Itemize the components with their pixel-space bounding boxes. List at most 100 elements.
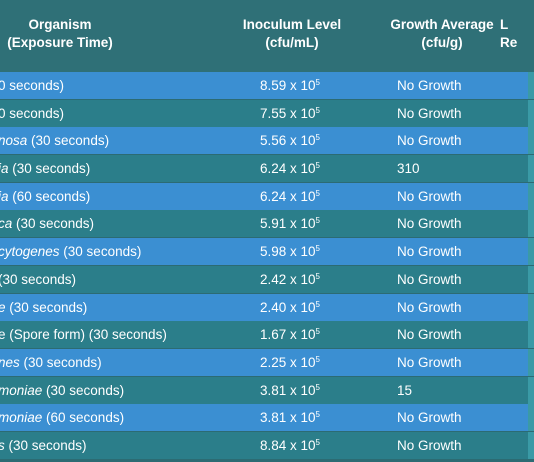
organism-cell: s (30 seconds) bbox=[0, 432, 87, 459]
table-row: ia (30 seconds) 6.24 x 105 310 bbox=[0, 155, 534, 183]
log-reduction-cell bbox=[528, 210, 534, 238]
organism-exposure-text: (30 seconds) bbox=[42, 382, 125, 398]
organism-italic-text: moniae bbox=[0, 382, 43, 398]
organism-cell: e (Spore form) (30 seconds) bbox=[0, 321, 167, 348]
inoculum-exponent: 5 bbox=[315, 244, 320, 254]
organism-italic-text: nes bbox=[0, 354, 20, 370]
header-organism: Organism (Exposure Time) bbox=[7, 17, 113, 50]
log-reduction-cell bbox=[528, 72, 534, 99]
organism-exposure-text: (60 seconds) bbox=[42, 410, 125, 426]
inoculum-exponent: 5 bbox=[315, 327, 320, 337]
inoculum-cell: 7.55 x 105 bbox=[260, 100, 320, 127]
organism-exposure-text: (30 seconds) bbox=[19, 354, 102, 370]
inoculum-base: 8.84 x 10 bbox=[260, 437, 316, 453]
inoculum-cell: 2.42 x 105 bbox=[260, 266, 320, 293]
organism-italic-text: cytogenes bbox=[0, 244, 60, 260]
inoculum-base: 5.56 x 10 bbox=[260, 133, 316, 149]
organism-cell: nosa (30 seconds) bbox=[0, 127, 109, 154]
log-reduction-cell bbox=[528, 348, 534, 376]
inoculum-cell: 3.81 x 105 bbox=[260, 404, 320, 431]
inoculum-exponent: 5 bbox=[315, 410, 320, 420]
organism-exposure-text: (30 seconds) bbox=[0, 271, 77, 287]
growth-cell: No Growth bbox=[397, 244, 462, 260]
organism-italic-text: e bbox=[0, 300, 6, 315]
inoculum-cell: 5.56 x 105 bbox=[260, 127, 320, 154]
organism-exposure-text: (30 seconds) bbox=[8, 161, 91, 177]
growth-cell: No Growth bbox=[397, 410, 462, 426]
inoculum-cell: 6.24 x 105 bbox=[260, 183, 320, 210]
table-row: ca (30 seconds) 5.91 x 105 No Growth bbox=[0, 210, 534, 238]
table-row: 0 seconds) 8.59 x 105 No Growth bbox=[0, 72, 534, 99]
inoculum-base: 5.91 x 10 bbox=[260, 216, 316, 232]
inoculum-cell: 8.84 x 105 bbox=[260, 432, 320, 459]
organism-cell: 0 seconds) bbox=[0, 72, 64, 99]
log-reduction-cell bbox=[528, 127, 534, 155]
header-log-reduction: L Re bbox=[500, 17, 518, 50]
inoculum-base: 2.40 x 10 bbox=[260, 299, 316, 315]
table-body: 0 seconds) 8.59 x 105 No Growth 0 seconds) 7… bbox=[0, 72, 534, 460]
inoculum-cell: 3.81 x 105 bbox=[260, 377, 320, 404]
growth-cell: No Growth bbox=[397, 327, 462, 343]
inoculum-base: 2.25 x 10 bbox=[260, 354, 316, 370]
organism-cell: e (30 seconds) bbox=[0, 294, 87, 321]
inoculum-cell: 5.91 x 105 bbox=[260, 210, 320, 237]
inoculum-exponent: 5 bbox=[315, 78, 320, 87]
inoculum-base: 5.98 x 10 bbox=[260, 244, 316, 260]
inoculum-base: 6.24 x 10 bbox=[260, 188, 316, 204]
inoculum-exponent: 5 bbox=[315, 354, 320, 364]
inoculum-exponent: 5 bbox=[315, 437, 320, 447]
organism-cell: cytogenes (30 seconds) bbox=[0, 238, 141, 265]
organism-exposure-text: (30 seconds) bbox=[59, 244, 142, 260]
organism-cell: 0 seconds) bbox=[0, 100, 64, 127]
inoculum-exponent: 5 bbox=[315, 161, 320, 171]
table-row: (30 seconds) 2.42 x 105 No Growth bbox=[0, 265, 534, 293]
organism-cell: moniae (30 seconds) bbox=[0, 377, 124, 404]
organism-exposure-text: (30 seconds) bbox=[5, 299, 88, 315]
table-row: s (30 seconds) 8.84 x 105 No Growth bbox=[0, 431, 534, 459]
table-row: 0 seconds) 7.55 x 105 No Growth bbox=[0, 99, 534, 127]
organism-italic-text: ia bbox=[0, 161, 9, 177]
organism-cell: ia (60 seconds) bbox=[0, 183, 90, 210]
table-row: moniae (30 seconds) 3.81 x 105 15 bbox=[0, 376, 534, 404]
log-reduction-cell bbox=[528, 265, 534, 293]
growth-cell: No Growth bbox=[397, 299, 462, 315]
table-row: nes (30 seconds) 2.25 x 105 No Growth bbox=[0, 348, 534, 376]
organism-cell: ia (30 seconds) bbox=[0, 155, 90, 182]
inoculum-exponent: 5 bbox=[315, 382, 320, 392]
organism-exposure-text: (30 seconds) bbox=[4, 437, 87, 453]
log-reduction-cell bbox=[528, 376, 534, 404]
table-row: nosa (30 seconds) 5.56 x 105 No Growth bbox=[0, 127, 534, 155]
growth-cell: No Growth bbox=[397, 133, 462, 149]
log-reduction-cell bbox=[528, 155, 534, 183]
growth-cell: 15 bbox=[397, 382, 413, 398]
organism-cell: ca (30 seconds) bbox=[0, 210, 94, 237]
table-row: e (30 seconds) 2.40 x 105 No Growth bbox=[0, 293, 534, 321]
inoculum-base: 6.24 x 10 bbox=[260, 161, 316, 177]
inoculum-base: 3.81 x 10 bbox=[260, 382, 316, 398]
organism-exposure-text: (30 seconds) bbox=[27, 133, 110, 149]
organism-italic-text: nosa bbox=[0, 133, 28, 149]
log-reduction-cell bbox=[528, 431, 534, 459]
inoculum-cell: 1.67 x 105 bbox=[260, 321, 320, 348]
organism-exposure-text: 0 seconds) bbox=[0, 78, 65, 93]
inoculum-exponent: 5 bbox=[315, 188, 320, 198]
inoculum-exponent: 5 bbox=[315, 271, 320, 281]
log-reduction-cell bbox=[528, 238, 534, 266]
growth-cell: No Growth bbox=[397, 271, 462, 287]
organism-exposure-text: (60 seconds) bbox=[8, 188, 91, 204]
table-row: e (Spore form) (30 seconds) 1.67 x 105 No … bbox=[0, 321, 534, 349]
growth-cell: No Growth bbox=[397, 354, 462, 370]
growth-cell: 310 bbox=[397, 161, 420, 177]
organism-exposure-text: 0 seconds) bbox=[0, 105, 65, 121]
inoculum-base: 8.59 x 10 bbox=[260, 78, 316, 93]
table-row: cytogenes (30 seconds) 5.98 x 105 No Growt… bbox=[0, 238, 534, 266]
organism-cell: nes (30 seconds) bbox=[0, 349, 102, 376]
inoculum-exponent: 5 bbox=[315, 133, 320, 143]
log-reduction-cell bbox=[528, 321, 534, 349]
inoculum-cell: 2.40 x 105 bbox=[260, 294, 320, 321]
inoculum-base: 7.55 x 10 bbox=[260, 105, 316, 121]
log-reduction-cell bbox=[528, 404, 534, 432]
header-inoculum-level: Inoculum Level (cfu/mL) bbox=[242, 17, 342, 50]
organism-exposure-text: (30 seconds) bbox=[12, 216, 95, 232]
